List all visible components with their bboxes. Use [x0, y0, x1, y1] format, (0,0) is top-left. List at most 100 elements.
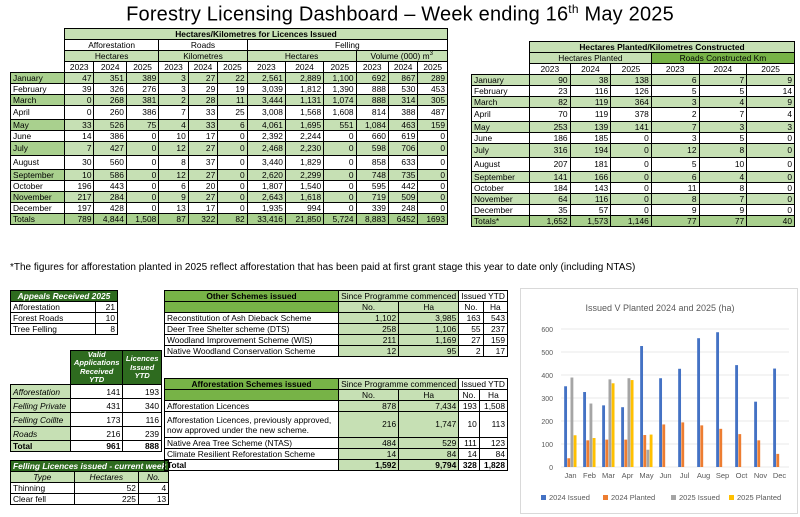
table-cell: 453	[417, 83, 448, 95]
table-cell: Other Schemes issued	[164, 290, 339, 302]
table-cell: January	[10, 72, 65, 84]
table-cell: 13	[158, 202, 189, 214]
table-cell: 27	[187, 141, 219, 156]
totals-row: Total 1,592 9,794 328 1,828	[164, 459, 509, 472]
table-cell: 2025	[217, 61, 248, 73]
table-cell: 159	[417, 119, 448, 131]
legend-label: 2024 Planted	[611, 493, 655, 502]
table-cell: 28	[187, 94, 219, 106]
bar-2024-issued	[659, 378, 663, 467]
table-cell: 0	[323, 180, 357, 192]
table-cell: 111	[458, 437, 480, 450]
table-cell: Ha	[482, 301, 509, 313]
bar-2024-planted	[586, 440, 590, 467]
table-cell: 3,440	[246, 155, 286, 170]
table-cell: 10	[458, 411, 480, 439]
table-cell: 595	[355, 180, 389, 192]
table-cell: Ha	[478, 389, 509, 401]
table-cell: 878	[337, 399, 400, 413]
table-cell: 23	[529, 85, 571, 97]
table-cell: May	[10, 119, 65, 131]
table-cell: 27	[458, 334, 484, 347]
table-cell: 64	[529, 193, 571, 205]
table-cell: 8	[698, 143, 748, 158]
table-cell: 82	[529, 96, 571, 108]
x-tick-label: Mar	[602, 471, 615, 480]
table-cell: 0	[217, 130, 248, 142]
table-cell: 1,074	[323, 94, 357, 106]
table-row: Native Area Tree Scheme (NTAS) 484 529 111 1…	[164, 437, 509, 450]
table-cell: December	[471, 204, 530, 216]
table-cell: 994	[284, 202, 325, 214]
table-cell: 340	[122, 398, 162, 414]
table-cell: 316	[529, 143, 571, 158]
table-cell: 0	[417, 202, 448, 214]
table-cell: 186	[529, 132, 571, 144]
table-cell: 1,807	[246, 180, 286, 192]
table-cell: 0	[417, 155, 448, 170]
table-cell: 0	[417, 169, 448, 181]
table-cell: 17	[482, 345, 509, 358]
table-cell: 84	[398, 448, 460, 461]
table-cell: 0	[610, 132, 652, 144]
table-cell: Afforestation	[63, 39, 160, 51]
table-cell: 0	[610, 193, 652, 205]
bar-2025-planted	[592, 438, 596, 467]
table-cell: September	[10, 169, 65, 181]
table-cell: 0	[746, 157, 795, 172]
table-row: March 0 268 381 2 28 11 3,444 1,131 1,074 888 314 30…	[10, 94, 448, 106]
table-cell: 13	[137, 493, 170, 505]
table-cell: 3	[650, 132, 700, 144]
y-tick-label: 0	[549, 465, 553, 472]
bar-2024-issued	[583, 392, 587, 467]
table-cell: 141	[610, 121, 652, 133]
table-cell: 9	[746, 96, 795, 108]
bar-2025-planted	[649, 434, 653, 467]
table-cell: 2024	[387, 61, 419, 73]
legend-label: 2024 Issued	[549, 493, 590, 502]
table-cell: 116	[122, 412, 162, 428]
table-cell: 5	[650, 85, 700, 97]
x-tick-label: Feb	[583, 471, 596, 480]
table-cell: 211	[337, 334, 400, 347]
bar-2024-planted	[738, 434, 742, 467]
table-cell: November	[471, 193, 530, 205]
table-cell: 0	[610, 182, 652, 194]
table-cell: 193	[122, 384, 162, 400]
table-cell: 0	[323, 155, 357, 170]
table-cell: 30	[63, 155, 95, 170]
table-cell: 10	[94, 312, 119, 324]
table-cell: 8,883	[355, 213, 389, 225]
table-row: December 35 57 0 9 9 0	[471, 204, 795, 216]
table-row: October 196 443 0 6 20 0 1,807 1,540 0 595 442 0	[10, 180, 448, 192]
table-cell: 194	[569, 143, 612, 158]
table-row: April 0 260 386 7 33 25 3,008 1,568 1,608 814 388 48…	[10, 105, 448, 120]
table-cell: 0	[746, 143, 795, 158]
table-cell: 3,039	[246, 83, 286, 95]
totals-row: Totals* 1,652 1,573 1,146 77 77 40	[471, 215, 795, 227]
table-cell: 90	[529, 74, 571, 86]
bar-2024-planted	[624, 439, 628, 467]
table-row: July 316 194 0 12 8 0	[471, 143, 795, 158]
table-cell: 2025	[417, 61, 448, 73]
table-row: November 64 116 0 8 7 0	[471, 193, 795, 205]
table-cell: Since Programme commenced	[337, 290, 460, 302]
table-cell: Hectares	[63, 50, 160, 62]
table-cell: 509	[387, 191, 419, 203]
bar-2024-planted	[700, 425, 704, 467]
table-cell: Thinning	[10, 482, 75, 494]
table-cell: 55	[458, 323, 484, 336]
table-cell: 0	[417, 130, 448, 142]
valid-applications-table: Valid Applications Received YTD Licences …	[10, 349, 162, 453]
table-row: August 30 560 0 8 37 0 3,440 1,829 0 858 633 0	[10, 155, 448, 170]
table-cell: 126	[610, 85, 652, 97]
table-cell: 487	[417, 105, 448, 120]
table-cell: 4	[698, 171, 748, 183]
table-cell: 0	[217, 155, 248, 170]
table-cell: 0	[125, 180, 160, 192]
bar-2025-issued	[608, 379, 612, 467]
table-cell: 116	[569, 193, 612, 205]
table-row: Forest Roads 10	[10, 312, 119, 324]
table-cell: 113	[478, 411, 509, 439]
table-row: Felling Coillte 173 116	[10, 412, 162, 428]
